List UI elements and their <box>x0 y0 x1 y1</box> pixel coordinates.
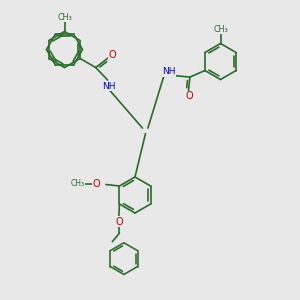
Text: CH₃: CH₃ <box>213 25 228 34</box>
Text: NH: NH <box>102 82 116 91</box>
Text: O: O <box>185 91 193 101</box>
Text: CH₃: CH₃ <box>57 13 72 22</box>
Text: O: O <box>116 217 123 227</box>
Text: NH: NH <box>163 68 176 76</box>
Text: CH₃: CH₃ <box>70 179 85 188</box>
Text: O: O <box>92 179 100 189</box>
Text: O: O <box>109 50 116 60</box>
